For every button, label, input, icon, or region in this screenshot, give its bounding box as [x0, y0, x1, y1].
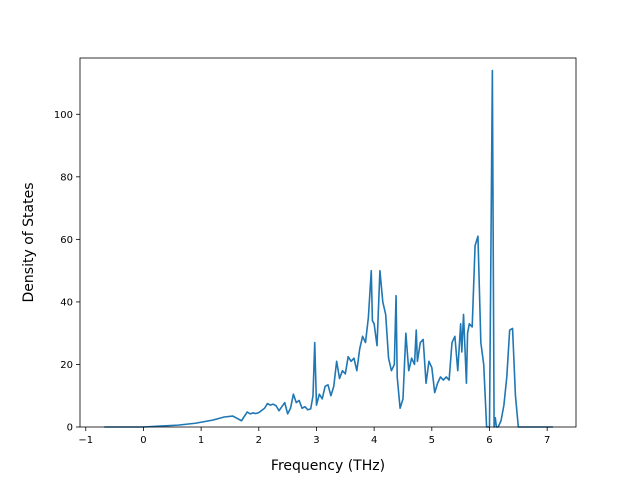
y-axis-label: Density of States [21, 183, 37, 303]
y-tick-label: 40 [60, 297, 73, 308]
y-tick-label: 100 [54, 110, 73, 121]
plot-area [104, 69, 553, 428]
x-tick-label: 2 [256, 435, 262, 446]
x-tick-label: 7 [544, 435, 550, 446]
x-tick-label: −1 [78, 435, 93, 446]
x-tick-label: 6 [486, 435, 492, 446]
x-tick-label: 5 [429, 435, 435, 446]
dos-series-line [104, 69, 553, 428]
axes-frame [79, 57, 577, 428]
x-tick-label: 0 [140, 435, 146, 446]
y-tick-label: 80 [60, 172, 73, 183]
y-axis-ticks: 0 20 40 60 80 100 [54, 110, 80, 434]
x-axis-ticks: −1 0 1 2 3 4 5 6 7 [78, 427, 550, 446]
y-tick-label: 20 [60, 360, 73, 371]
y-tick-label: 0 [67, 423, 73, 434]
y-tick-label: 60 [60, 235, 73, 246]
x-tick-label: 1 [198, 435, 204, 446]
x-tick-label: 4 [371, 435, 377, 446]
x-tick-label: 3 [313, 435, 319, 446]
x-axis-label: Frequency (THz) [271, 458, 385, 474]
